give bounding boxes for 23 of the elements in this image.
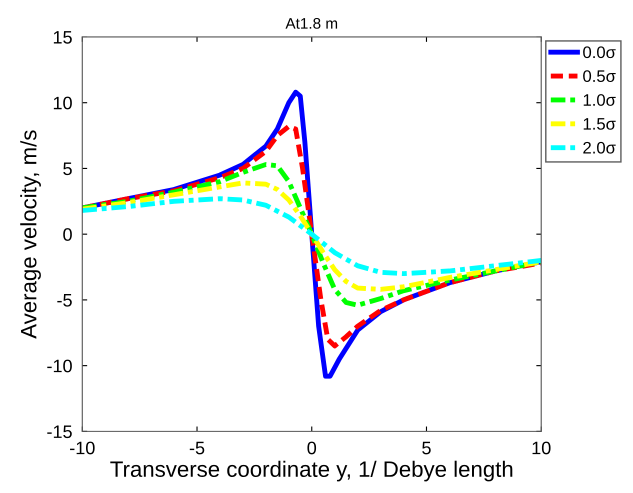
chart-title: At1.8 m bbox=[285, 18, 338, 29]
x-tick-label: -5 bbox=[190, 442, 204, 454]
line-series bbox=[82, 162, 542, 308]
y-tick-label: -15 bbox=[47, 425, 72, 438]
y-tick-label: -10 bbox=[47, 360, 72, 372]
y-tick-label: 15 bbox=[54, 31, 72, 44]
legend-label: 1.5σ bbox=[584, 118, 616, 130]
line-series bbox=[82, 196, 542, 276]
x-tick-label: 10 bbox=[532, 442, 551, 454]
x-tick-label: 0 bbox=[307, 442, 316, 454]
legend-label: 0.0σ bbox=[583, 46, 616, 58]
y-axis-title: Average velocity, m/s bbox=[20, 130, 41, 339]
line-series bbox=[82, 180, 542, 292]
legend-label: 0.5σ bbox=[583, 70, 616, 82]
legend-label: 1.0σ bbox=[584, 94, 616, 106]
x-axis-title: Transverse coordinate y, 1/ Debye length bbox=[110, 460, 512, 482]
x-tick-label: 5 bbox=[422, 442, 431, 454]
y-tick-label: -5 bbox=[57, 294, 72, 307]
y-tick-label: 5 bbox=[63, 162, 72, 176]
y-tick-label: 10 bbox=[54, 96, 72, 110]
legend-label: 2.0σ bbox=[583, 142, 616, 154]
line-series bbox=[82, 124, 542, 348]
y-tick-label: 0 bbox=[63, 228, 72, 241]
